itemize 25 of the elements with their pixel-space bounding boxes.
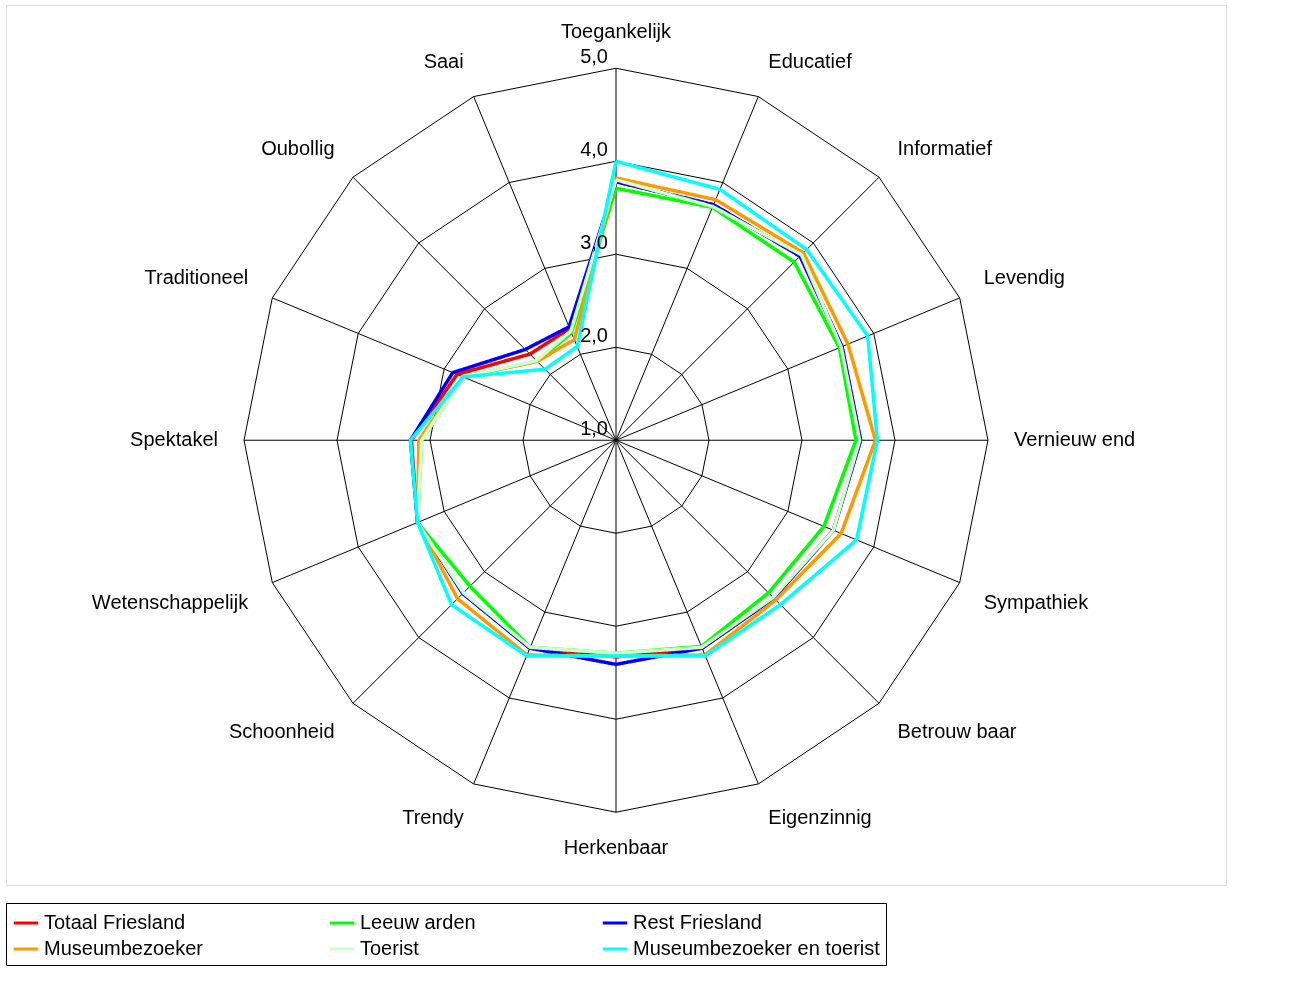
spoke-label: Betrouw baar [897, 719, 1017, 742]
spoke-label: Toegankelijk [560, 20, 673, 43]
legend-label: Museumbezoeker [44, 937, 204, 959]
spoke-label: Herkenbaar [563, 836, 669, 859]
spoke-label: Sympathiek [983, 590, 1090, 613]
legend-label: Toerist [360, 937, 420, 959]
spoke-label: Eigenzinnig [768, 805, 872, 828]
legend-label: Totaal Friesland [44, 911, 186, 933]
spoke-label: Trendy [402, 805, 464, 828]
legend-label: Museumbezoeker en toerist [633, 937, 881, 959]
spoke-label: Vernieuw end [1014, 428, 1136, 451]
y-tick-label: 5,0 [580, 45, 608, 68]
spoke-label: Levendig [983, 265, 1065, 288]
legend-label: Leeuw arden [360, 911, 476, 933]
spoke-label: Informatief [897, 136, 993, 159]
spoke-label: Spektakel [130, 428, 218, 451]
spoke-label: Wetenschappelijk [91, 590, 250, 613]
spoke-label: Oubollig [261, 136, 335, 159]
legend-label: Rest Friesland [633, 911, 762, 933]
y-tick-label: 2,0 [580, 324, 608, 347]
spoke-label: Schoonheid [228, 719, 335, 742]
spoke-label: Educatief [768, 50, 853, 73]
y-tick-label: 4,0 [580, 138, 608, 161]
spoke-label: Traditioneel [144, 265, 249, 288]
spoke-label: Saai [423, 50, 464, 73]
